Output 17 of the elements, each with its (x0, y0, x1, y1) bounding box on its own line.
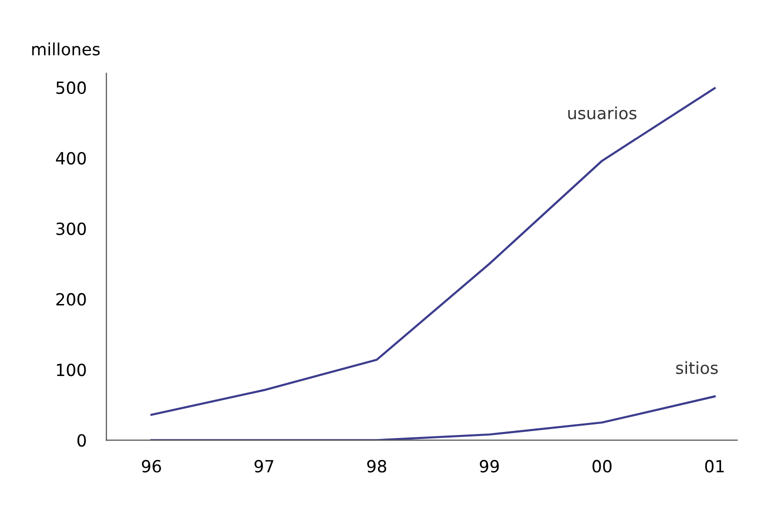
y-axis-title: millones (32, 42, 100, 56)
y-tick-label: 100 (56, 364, 86, 376)
y-tick-label: 500 (56, 81, 86, 94)
series-label: usuarios (568, 106, 636, 120)
line-series (150, 395, 716, 440)
x-tick-label: 99 (480, 460, 499, 473)
y-tick-label: 400 (56, 152, 86, 165)
y-tick-label: 200 (56, 293, 86, 306)
y-tick-label: 300 (56, 222, 86, 236)
x-tick-label: 98 (367, 460, 386, 473)
line-series (150, 87, 716, 416)
y-tick-label: 0 (77, 434, 86, 447)
x-tick-label: 01 (705, 460, 724, 473)
x-tick-label: 00 (592, 460, 612, 473)
x-tick-label: 96 (142, 460, 162, 473)
series-label: sitios (676, 361, 718, 374)
x-tick-label: 97 (254, 460, 274, 473)
